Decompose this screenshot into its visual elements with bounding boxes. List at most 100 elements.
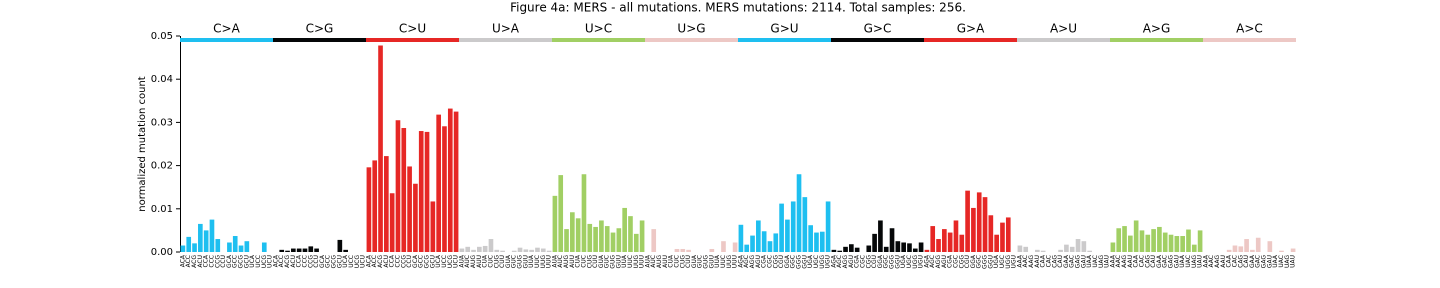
bar bbox=[238, 245, 244, 252]
bar bbox=[494, 249, 500, 252]
x-tick-label: CUA bbox=[482, 254, 489, 268]
x-tick-label: GGU bbox=[987, 255, 994, 269]
x-tick-label: ACA bbox=[272, 254, 279, 267]
x-tick-label: CAU bbox=[1057, 255, 1064, 268]
bar bbox=[198, 223, 203, 252]
bar bbox=[1058, 249, 1063, 252]
bar bbox=[837, 250, 843, 252]
bar bbox=[942, 229, 947, 252]
x-tick-label: GCC bbox=[325, 255, 332, 268]
x-tick-label: AGA bbox=[830, 254, 837, 268]
x-tick-label: GUU bbox=[615, 255, 622, 268]
group-strip bbox=[924, 38, 1017, 42]
bar bbox=[343, 249, 348, 252]
chart-title: Figure 4a: MERS - all mutations. MERS mu… bbox=[510, 1, 966, 15]
group-strip bbox=[1017, 38, 1110, 42]
bar bbox=[593, 226, 598, 252]
bar bbox=[378, 45, 383, 253]
bar bbox=[244, 241, 250, 252]
bar bbox=[756, 220, 761, 252]
bar bbox=[418, 131, 424, 252]
x-tick-label: AGC bbox=[743, 255, 750, 268]
x-tick-label: CGG bbox=[865, 255, 872, 269]
x-tick-label: AGU bbox=[941, 255, 948, 268]
x-tick-label: GUG bbox=[703, 255, 710, 269]
x-tick-label: GAG bbox=[1261, 255, 1268, 269]
bar bbox=[930, 226, 936, 252]
bar bbox=[1040, 250, 1046, 252]
bar bbox=[1186, 229, 1191, 252]
x-tick-label: UAU bbox=[1290, 255, 1297, 268]
bar bbox=[953, 220, 959, 252]
x-tick-label: UUC bbox=[534, 255, 541, 268]
x-tick-label: AAA bbox=[1109, 254, 1116, 268]
x-tick-label: CGA bbox=[854, 254, 861, 268]
y-axis-label: normalized mutation count bbox=[137, 76, 148, 211]
x-tick-label: AUC bbox=[464, 255, 471, 268]
x-tick-label: AGC bbox=[836, 255, 843, 268]
bar bbox=[814, 232, 819, 252]
bar bbox=[430, 201, 436, 252]
bar bbox=[1128, 235, 1133, 252]
group-strip bbox=[552, 38, 645, 42]
bar bbox=[918, 242, 924, 252]
bar bbox=[767, 241, 773, 252]
x-tick-label: AUG bbox=[656, 255, 663, 268]
x-tick-label: AUA bbox=[644, 254, 651, 267]
x-tick-label: GGC bbox=[976, 255, 983, 269]
x-tick-label: AAU bbox=[1127, 255, 1134, 268]
bar bbox=[587, 223, 593, 252]
bar bbox=[1064, 244, 1069, 252]
bar bbox=[291, 248, 296, 252]
group-label: G>U bbox=[770, 22, 798, 36]
group-label: G>C bbox=[864, 22, 892, 36]
x-tick-label: AUU bbox=[662, 255, 669, 268]
bar bbox=[883, 246, 889, 252]
bar bbox=[1087, 250, 1092, 252]
bar bbox=[1116, 228, 1122, 252]
bar bbox=[436, 114, 441, 253]
x-tick-label: ACA bbox=[365, 254, 372, 267]
x-tick-label: UUG bbox=[726, 255, 733, 269]
y-tick-label: 0.01 bbox=[151, 204, 173, 215]
bar bbox=[721, 241, 726, 252]
x-tick-label: UCG bbox=[261, 255, 268, 269]
bar bbox=[389, 193, 395, 252]
bar bbox=[488, 239, 494, 252]
x-tick-label: UCC bbox=[255, 255, 262, 268]
bar bbox=[895, 241, 901, 252]
x-tick-label: GAC bbox=[1162, 255, 1169, 268]
x-tick-label: AGG bbox=[935, 255, 942, 269]
x-tick-label: UGG bbox=[819, 255, 826, 269]
x-tick-label: UGG bbox=[1005, 255, 1012, 269]
bar bbox=[1139, 230, 1145, 252]
bar bbox=[866, 245, 872, 252]
bar bbox=[447, 108, 453, 253]
group-strip bbox=[273, 38, 366, 42]
x-tick-label: AGG bbox=[842, 255, 849, 269]
x-tick-label: AUG bbox=[470, 255, 477, 268]
bar bbox=[750, 235, 755, 252]
x-tick-label: CGA bbox=[947, 254, 954, 268]
x-tick-label: ACG bbox=[191, 255, 198, 268]
x-tick-label: UAA bbox=[1086, 254, 1093, 268]
bar bbox=[540, 248, 546, 252]
bar bbox=[366, 167, 372, 252]
x-tick-label: UAC bbox=[1092, 255, 1099, 268]
x-tick-label: AUA bbox=[551, 254, 558, 267]
x-tick-label: UCG bbox=[354, 255, 361, 269]
bar bbox=[604, 226, 610, 252]
bar bbox=[517, 247, 523, 252]
bar bbox=[1000, 222, 1005, 252]
x-tick-label: AAA bbox=[1016, 254, 1023, 268]
x-tick-label: CUC bbox=[673, 255, 680, 268]
x-tick-label: CGU bbox=[964, 255, 971, 268]
x-tick-label: UAC bbox=[1278, 255, 1285, 268]
bar bbox=[831, 249, 837, 252]
bar bbox=[453, 111, 459, 252]
x-tick-label: CAC bbox=[1231, 255, 1238, 267]
x-tick-label: CAA bbox=[1226, 254, 1233, 267]
bar bbox=[785, 219, 790, 252]
x-tick-label: GUG bbox=[610, 255, 617, 269]
x-tick-label: GAC bbox=[1069, 255, 1076, 268]
